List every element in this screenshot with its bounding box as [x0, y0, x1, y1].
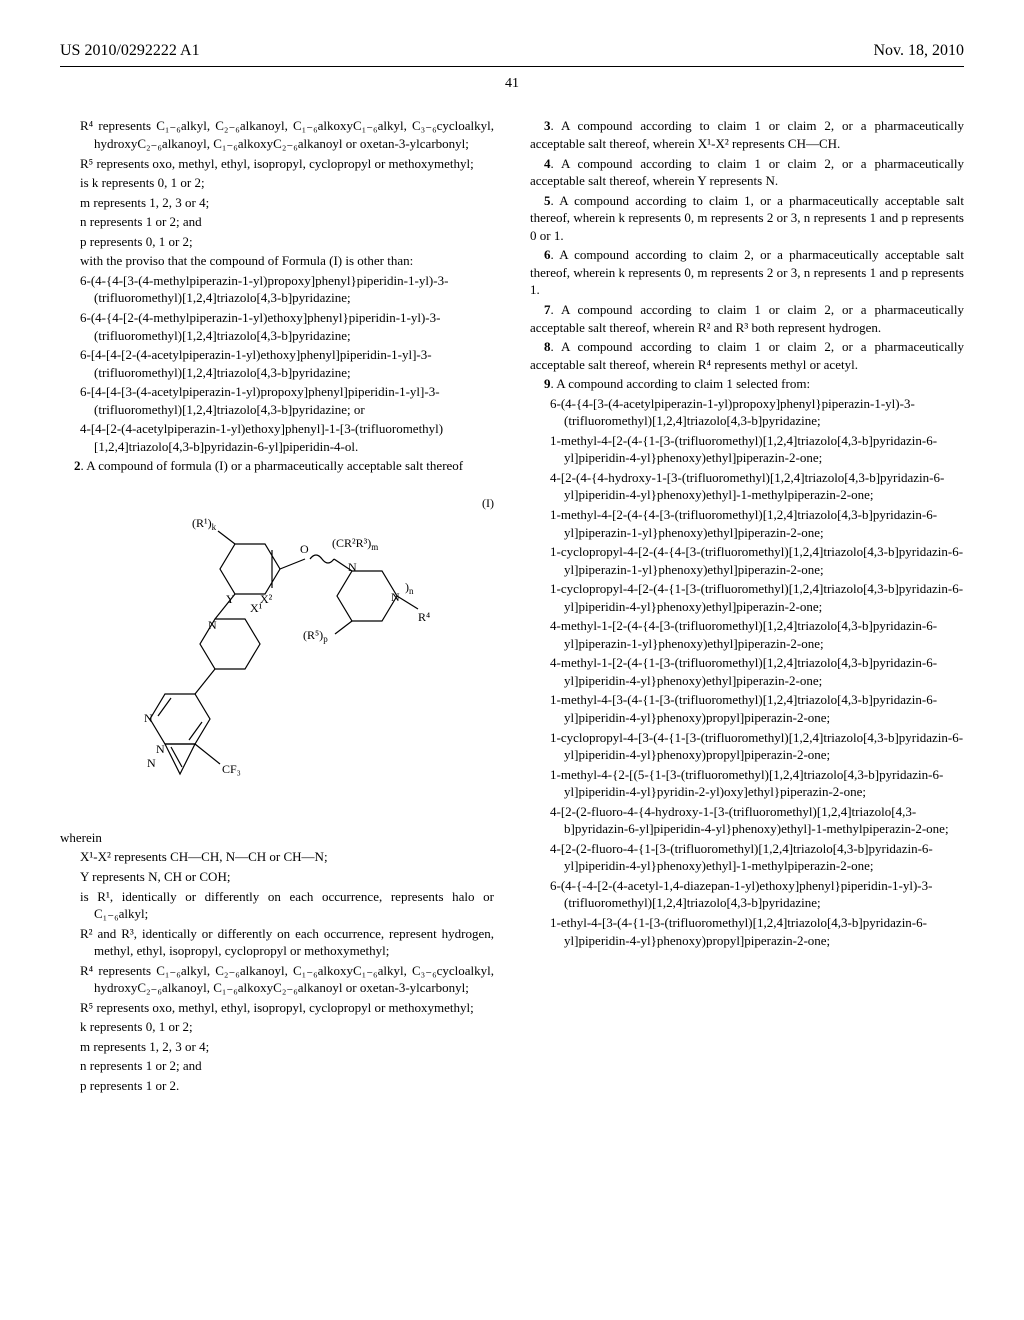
def-y2: Y represents N, CH or COH;	[80, 868, 494, 886]
def-r5: R⁵ represents oxo, methyl, ethyl, isopro…	[80, 155, 494, 173]
wherein: wherein	[60, 829, 494, 847]
def-x1x2: X¹-X² represents CH—CH, N—CH or CH—N;	[80, 848, 494, 866]
c9-9: 1-methyl-4-[3-(4-{1-[3-(trifluoromethyl)…	[550, 691, 964, 726]
c9-2: 1-methyl-4-[2-(4-{1-[3-(trifluoromethyl)…	[550, 432, 964, 467]
right-column: 3. A compound according to claim 1 or cl…	[530, 117, 964, 1096]
def-p: p represents 0, 1 or 2;	[80, 233, 494, 251]
claim-5: 5. A compound according to claim 1, or a…	[530, 192, 964, 245]
c9-5: 1-cyclopropyl-4-[2-(4-{4-[3-(trifluorome…	[550, 543, 964, 578]
def-kb: k represents 0, 1 or 2;	[80, 1018, 494, 1036]
def-r4: R⁴ represents C₁₋₆alkyl, C₂₋₆alkanoyl, C…	[80, 117, 494, 152]
def-r4b: R⁴ represents C₁₋₆alkyl, C₂₋₆alkanoyl, C…	[80, 962, 494, 997]
c9-7: 4-methyl-1-[2-(4-{4-[3-(trifluoromethyl)…	[550, 617, 964, 652]
formula-r5p-label: (R⁵)p	[303, 628, 328, 644]
compound-3: 6-[4-[4-[2-(4-acetylpiperazin-1-yl)ethox…	[80, 346, 494, 381]
compound-1: 6-(4-{4-[3-(4-methylpiperazin-1-yl)propo…	[80, 272, 494, 307]
formula-x1-label: X¹	[250, 601, 263, 615]
formula-r1k-label: (R¹)k	[192, 516, 217, 532]
formula-o-label: O	[300, 542, 309, 556]
definitions-top: R⁴ represents C₁₋₆alkyl, C₂₋₆alkanoyl, C…	[60, 117, 494, 269]
c9-11: 1-methyl-4-{2-[(5-{1-[3-(trifluoromethyl…	[550, 766, 964, 801]
compound-4: 6-[4-[4-[3-(4-acetylpiperazin-1-yl)propo…	[80, 383, 494, 418]
formula-r4-label: R⁴	[418, 610, 430, 624]
def-mb: m represents 1, 2, 3 or 4;	[80, 1038, 494, 1056]
def-r2r3: R² and R³, identically or differently on…	[80, 925, 494, 960]
def-r5b: R⁵ represents oxo, methyl, ethyl, isopro…	[80, 999, 494, 1017]
compound-2: 6-(4-{4-[2-(4-methylpiperazin-1-yl)ethox…	[80, 309, 494, 344]
page-header: US 2010/0292222 A1 Nov. 18, 2010	[60, 40, 964, 67]
claim-7: 7. A compound according to claim 1 or cl…	[530, 301, 964, 336]
formula-label: (I)	[482, 495, 494, 511]
c9-6: 1-cyclopropyl-4-[2-(4-{1-[3-(trifluorome…	[550, 580, 964, 615]
definitions-bottom: X¹-X² represents CH—CH, N—CH or CH—N; Y …	[60, 848, 494, 1094]
formula-paren-n-label: )n	[405, 580, 414, 596]
formula-cr2r3-label: (CR²R³)m	[332, 536, 378, 552]
c9-12: 4-[2-(2-fluoro-4-{4-hydroxy-1-[3-(triflu…	[550, 803, 964, 838]
def-nb: n represents 1 or 2; and	[80, 1057, 494, 1075]
claim-3: 3. A compound according to claim 1 or cl…	[530, 117, 964, 152]
formula-n-mid-label: N	[208, 618, 217, 632]
def-m: m represents 1, 2, 3 or 4;	[80, 194, 494, 212]
formula-cf3-label: CF₃	[222, 762, 241, 776]
formula-diagram-icon: (R¹)k O (CR²R³)m Y X² X¹ N N )n R⁴ (R⁵)p…	[100, 509, 440, 809]
proviso: with the proviso that the compound of Fo…	[80, 252, 494, 270]
claim-2: 2. A compound of formula (I) or a pharma…	[60, 457, 494, 475]
formula-n-ring3-label: N	[147, 756, 156, 770]
excluded-compounds: 6-(4-{4-[3-(4-methylpiperazin-1-yl)propo…	[60, 272, 494, 455]
formula-y-label: Y	[226, 592, 235, 606]
formula-n-right-label: N	[391, 590, 400, 604]
def-n: n represents 1 or 2; and	[80, 213, 494, 231]
compound-5: 4-[4-[2-(4-acetylpiperazin-1-yl)ethoxy]p…	[80, 420, 494, 455]
formula-n-top-label: N	[348, 560, 357, 574]
c9-4: 1-methyl-4-[2-(4-{4-[3-(trifluoromethyl)…	[550, 506, 964, 541]
two-column-layout: R⁴ represents C₁₋₆alkyl, C₂₋₆alkanoyl, C…	[60, 117, 964, 1096]
c9-10: 1-cyclopropyl-4-[3-(4-{1-[3-(trifluorome…	[550, 729, 964, 764]
c9-14: 6-(4-{-4-[2-(4-acetyl-1,4-diazepan-1-yl)…	[550, 877, 964, 912]
c9-8: 4-methyl-1-[2-(4-{1-[3-(trifluoromethyl)…	[550, 654, 964, 689]
claim-6: 6. A compound according to claim 2, or a…	[530, 246, 964, 299]
def-k: is k represents 0, 1 or 2;	[80, 174, 494, 192]
claim-9: 9. A compound according to claim 1 selec…	[530, 375, 964, 393]
c9-13: 4-[2-(2-fluoro-4-{1-[3-(trifluoromethyl)…	[550, 840, 964, 875]
def-r1: is R¹, identically or differently on eac…	[80, 888, 494, 923]
left-column: R⁴ represents C₁₋₆alkyl, C₂₋₆alkanoyl, C…	[60, 117, 494, 1096]
claim-8: 8. A compound according to claim 1 or cl…	[530, 338, 964, 373]
c9-15: 1-ethyl-4-[3-(4-{1-[3-(trifluoromethyl)[…	[550, 914, 964, 949]
formula-n-ring1-label: N	[144, 711, 153, 725]
chemical-formula: (I)	[60, 495, 494, 815]
page-number: 41	[60, 75, 964, 94]
publication-number: US 2010/0292222 A1	[60, 40, 200, 62]
def-pb: p represents 1 or 2.	[80, 1077, 494, 1095]
claim-4: 4. A compound according to claim 1 or cl…	[530, 155, 964, 190]
claim-9-compounds: 6-(4-{4-[3-(4-acetylpiperazin-1-yl)propo…	[530, 395, 964, 949]
formula-n-ring2-label: N	[156, 742, 165, 756]
publication-date: Nov. 18, 2010	[873, 40, 964, 62]
c9-1: 6-(4-{4-[3-(4-acetylpiperazin-1-yl)propo…	[550, 395, 964, 430]
c9-3: 4-[2-(4-{4-hydroxy-1-[3-(trifluoromethyl…	[550, 469, 964, 504]
